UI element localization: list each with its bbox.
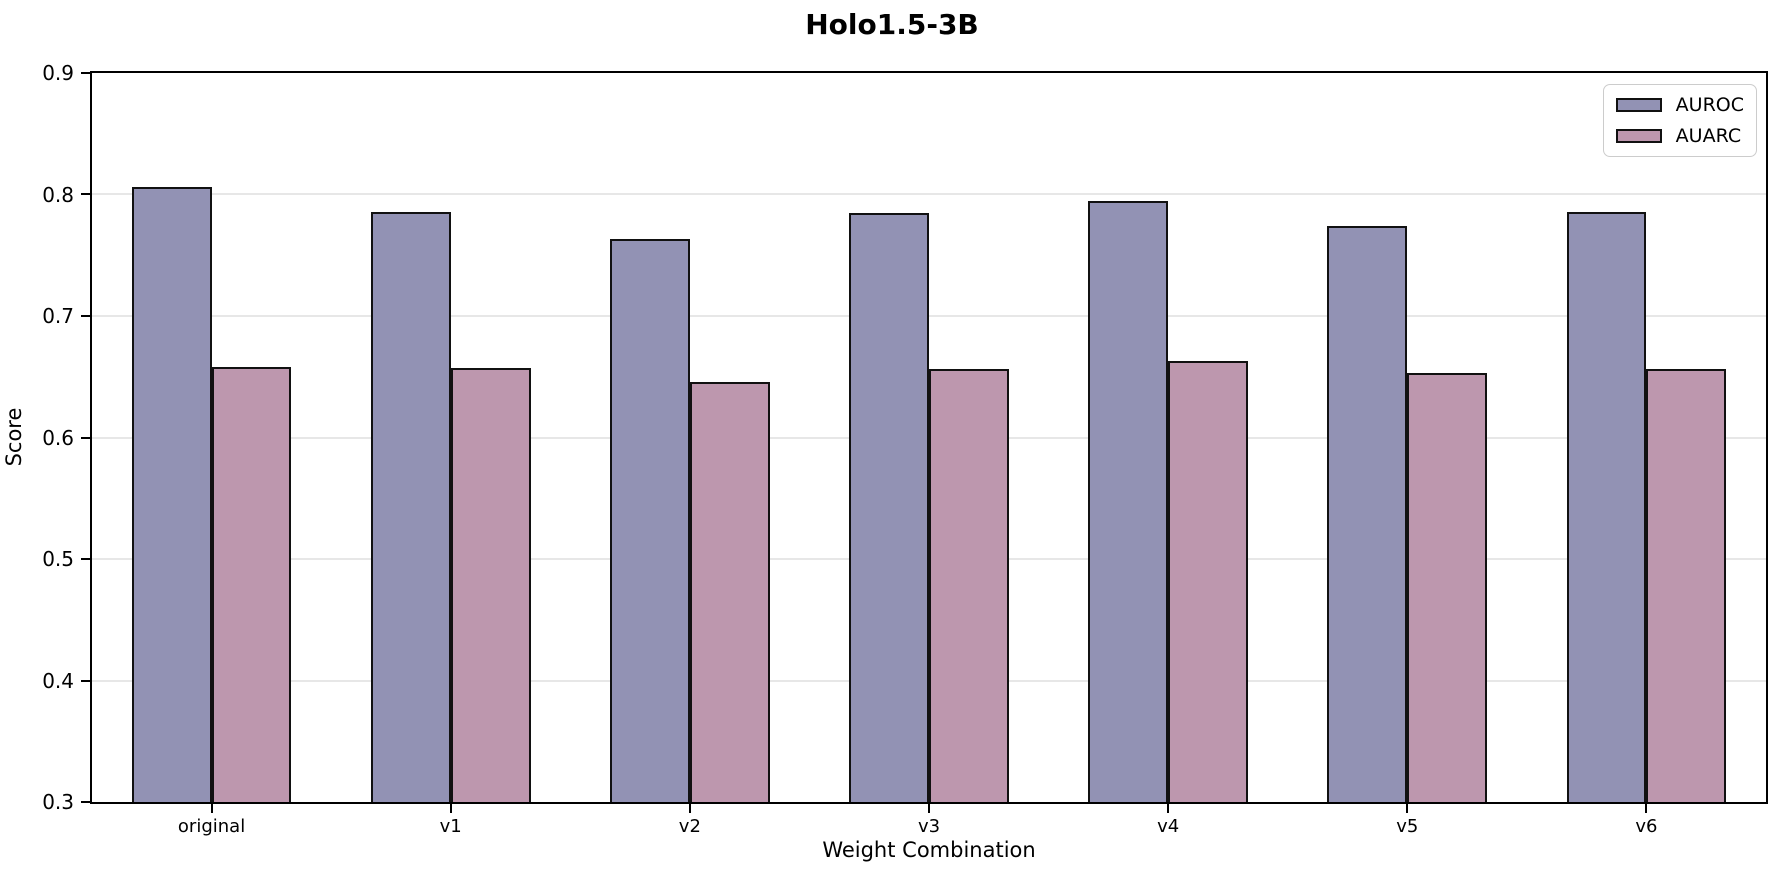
bar-group-v1: [331, 73, 570, 802]
bar-group-v5: [1288, 73, 1527, 802]
bar-auroc-v6: [1566, 211, 1647, 802]
y-tick-label-0.3: 0.3: [42, 790, 74, 814]
x-tick-mark-v4: [1167, 804, 1170, 813]
bar-auroc-v1: [370, 211, 451, 802]
x-tick-label-v1: v1: [439, 816, 462, 837]
bar-auroc-original: [131, 187, 212, 802]
bar-group-v3: [809, 73, 1048, 802]
x-tick-mark-v3: [928, 804, 930, 813]
y-tick-label-0.4: 0.4: [42, 668, 74, 693]
bar-auarc-v1: [450, 368, 531, 802]
legend: AUROC AUARC: [1602, 84, 1757, 157]
bar-auarc-v3: [928, 369, 1009, 802]
y-tick-mark-0.7: [81, 314, 90, 317]
bar-auarc-v6: [1646, 369, 1727, 802]
y-tick-label-0.8: 0.8: [42, 182, 74, 207]
x-tick-mark-v2: [688, 804, 691, 813]
x-tick-label-v5: v5: [1396, 816, 1419, 837]
x-axis-label: Weight Combination: [822, 838, 1036, 862]
y-tick-mark-0.4: [81, 679, 90, 682]
y-tick-mark-0.6: [81, 436, 90, 439]
bar-auroc-v3: [849, 212, 929, 802]
legend-item-auarc: AUARC: [1615, 125, 1744, 147]
bar-auarc-original: [211, 367, 292, 802]
bar-group-v2: [570, 73, 809, 802]
x-tick-mark-original: [210, 804, 213, 813]
x-tick-label-v6: v6: [1635, 816, 1658, 837]
x-tick-mark-v6: [1645, 804, 1648, 813]
bar-auroc-v5: [1327, 226, 1408, 802]
x-tick-label-v4: v4: [1157, 816, 1180, 837]
x-tick-mark-v5: [1406, 804, 1409, 813]
bar-auarc-v2: [689, 381, 770, 802]
legend-label-auarc: AUARC: [1675, 125, 1742, 147]
x-tick-label-v3: v3: [917, 816, 941, 837]
bar-auroc-v2: [609, 239, 690, 802]
plot-area: 0.3 0.4 0.5 0.6 0.7 0.8 0.9 original v1 v2 v3 v4 v5…: [42, 61, 1768, 837]
gridline-0.8: [92, 193, 1766, 196]
x-tick-label-v2: v2: [678, 816, 701, 837]
x-tick-mark-v1: [449, 804, 452, 813]
y-tick-label-0.7: 0.7: [42, 304, 74, 328]
y-axis-label: Score: [2, 407, 26, 467]
bar-group-original: [92, 73, 331, 802]
bar-group-v6: [1527, 73, 1766, 802]
bar-auroc-v4: [1088, 200, 1169, 802]
legend-swatch-auroc: [1615, 98, 1662, 112]
y-tick-mark-0.9: [81, 72, 90, 74]
legend-swatch-auarc: [1615, 129, 1662, 143]
legend-item-auroc: AUROC: [1615, 94, 1744, 116]
y-tick-mark-0.3: [81, 801, 90, 803]
y-tick-label-0.5: 0.5: [42, 547, 74, 571]
y-tick-mark-0.5: [81, 557, 90, 560]
legend-items: AUROC AUARC: [1615, 94, 1744, 147]
gridline-0.7: [92, 314, 1766, 317]
chart-title: Holo1.5-3B: [805, 8, 979, 41]
y-tick-mark-0.8: [81, 193, 90, 196]
bar-auarc-v5: [1407, 373, 1488, 802]
bar-group-v4: [1049, 73, 1288, 802]
x-tick-label-original: original: [177, 816, 246, 837]
y-tick-label-0.9: 0.9: [42, 61, 74, 85]
legend-label-auroc: AUROC: [1675, 94, 1744, 116]
bar-auarc-v4: [1168, 360, 1248, 802]
y-tick-label-0.6: 0.6: [42, 425, 74, 450]
